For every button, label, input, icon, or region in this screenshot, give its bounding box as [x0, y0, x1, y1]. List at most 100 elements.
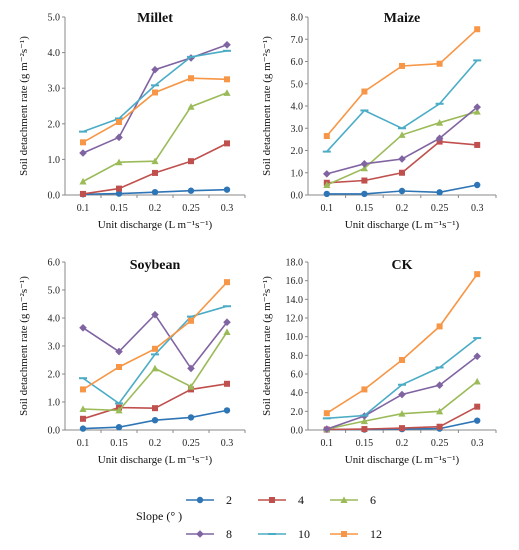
data-point — [361, 177, 368, 184]
x-tick-label: 0.15 — [110, 203, 128, 214]
x-tick-label: 0.2 — [396, 203, 409, 214]
data-point — [361, 426, 368, 433]
data-point — [79, 324, 87, 332]
y-tick-label: 2.0 — [48, 370, 61, 381]
y-tick-label: 2.0 — [291, 146, 304, 157]
series-line — [82, 383, 228, 420]
chart-panel-maize: 0.0 1.0 2.0 3.0 4.0 5.0 6.0 7.0 8.0 0.1 0.15 0.2 0.2… — [261, 11, 497, 231]
x-tick-label: 0.15 — [356, 438, 374, 449]
data-point — [187, 364, 195, 373]
legend-item-8: 8 — [186, 527, 232, 541]
y-tick-label: 18.0 — [286, 258, 304, 269]
data-point — [399, 357, 405, 363]
data-point — [115, 158, 123, 166]
x-tick-label: 0.1 — [321, 203, 334, 214]
legend-marker — [196, 496, 204, 504]
x-tick-label: 0.2 — [149, 203, 162, 214]
y-tick-label: 4.0 — [48, 48, 61, 59]
data-point — [361, 88, 368, 95]
series-line — [82, 281, 228, 391]
y-tick-label: 3.0 — [291, 124, 304, 135]
legend-item-2: 2 — [186, 493, 232, 507]
data-point — [151, 188, 159, 196]
data-point — [436, 189, 443, 196]
data-point — [223, 407, 231, 414]
data-point — [187, 383, 195, 390]
series-slope-12 — [80, 279, 230, 393]
data-point — [398, 131, 406, 138]
data-point — [223, 89, 231, 96]
data-point — [473, 107, 481, 115]
series-line — [82, 313, 228, 370]
y-tick-label: 1.0 — [48, 398, 61, 409]
y-tick-label: 4.0 — [291, 388, 304, 399]
series-slope-10 — [322, 59, 482, 153]
data-point — [323, 170, 331, 178]
y-tick-label: 5.0 — [48, 13, 61, 24]
data-point — [474, 181, 481, 189]
data-point — [224, 140, 230, 147]
y-tick-label: 1.0 — [291, 168, 304, 179]
chart-title: CK — [392, 258, 413, 273]
y-tick-label: 6.0 — [291, 57, 304, 68]
data-point — [398, 155, 406, 163]
data-point — [323, 425, 331, 433]
chart-panel-ck: 0.0 2.0 4.0 6.0 8.0 10.0 12.0 14.0 16.0 18.0 0.1 0.… — [261, 258, 497, 466]
data-point — [151, 157, 159, 165]
x-tick-label: 0.25 — [431, 203, 449, 214]
data-point — [323, 181, 331, 188]
data-point — [187, 187, 195, 194]
data-point — [115, 133, 123, 142]
series-slope-6 — [79, 328, 231, 414]
data-point — [187, 54, 195, 62]
data-point — [187, 414, 195, 421]
data-point — [152, 345, 158, 352]
data-point — [79, 149, 87, 157]
data-point — [474, 141, 481, 148]
x-tick-label: 0.15 — [110, 438, 128, 449]
x-tick-label: 0.3 — [471, 203, 484, 214]
legend-marker — [196, 530, 204, 538]
legend-marker — [269, 497, 275, 503]
data-point — [188, 158, 194, 165]
series-slope-8 — [79, 310, 231, 373]
series-slope-6 — [323, 107, 481, 188]
series-slope-4 — [80, 140, 230, 197]
series-slope-10 — [322, 337, 482, 420]
data-point — [473, 377, 481, 385]
data-point — [152, 89, 158, 96]
data-point — [399, 62, 405, 69]
series-slope-8 — [323, 352, 481, 433]
x-tick-label: 0.25 — [182, 203, 200, 214]
data-point — [152, 169, 158, 176]
data-point — [151, 65, 159, 74]
y-tick-label: 0.0 — [48, 191, 61, 202]
chart-title: Millet — [137, 11, 173, 26]
data-point — [435, 134, 444, 143]
y-tick-label: 2.0 — [291, 407, 304, 418]
series-line — [82, 77, 228, 143]
data-point — [474, 26, 481, 33]
legend-item-4: 4 — [258, 493, 304, 507]
data-point — [79, 177, 87, 185]
series-slope-10 — [79, 305, 231, 405]
data-point — [224, 279, 230, 286]
y-axis-label: Soil detachment rate (g m⁻²s⁻¹) — [261, 36, 273, 176]
y-axis-label: Soil detachment rate (g m⁻²s⁻¹) — [261, 276, 273, 416]
data-point — [474, 403, 481, 410]
legend-label: 4 — [298, 493, 304, 507]
series-line — [82, 142, 228, 195]
chart-title: Soybean — [130, 258, 181, 273]
series-line — [326, 28, 478, 137]
data-point — [223, 318, 231, 326]
data-point — [188, 317, 194, 324]
y-tick-label: 4.0 — [48, 314, 61, 325]
y-tick-label: 4.0 — [291, 102, 304, 113]
data-point — [323, 133, 330, 140]
data-point — [115, 424, 123, 431]
legend-marker — [341, 531, 347, 537]
x-axis-label: Unit discharge (L m⁻¹s⁻¹) — [345, 219, 460, 231]
data-point — [361, 190, 368, 198]
legend: Slope (° ) 2 4 6 8 10 12 — [136, 493, 382, 541]
data-point — [79, 425, 87, 432]
